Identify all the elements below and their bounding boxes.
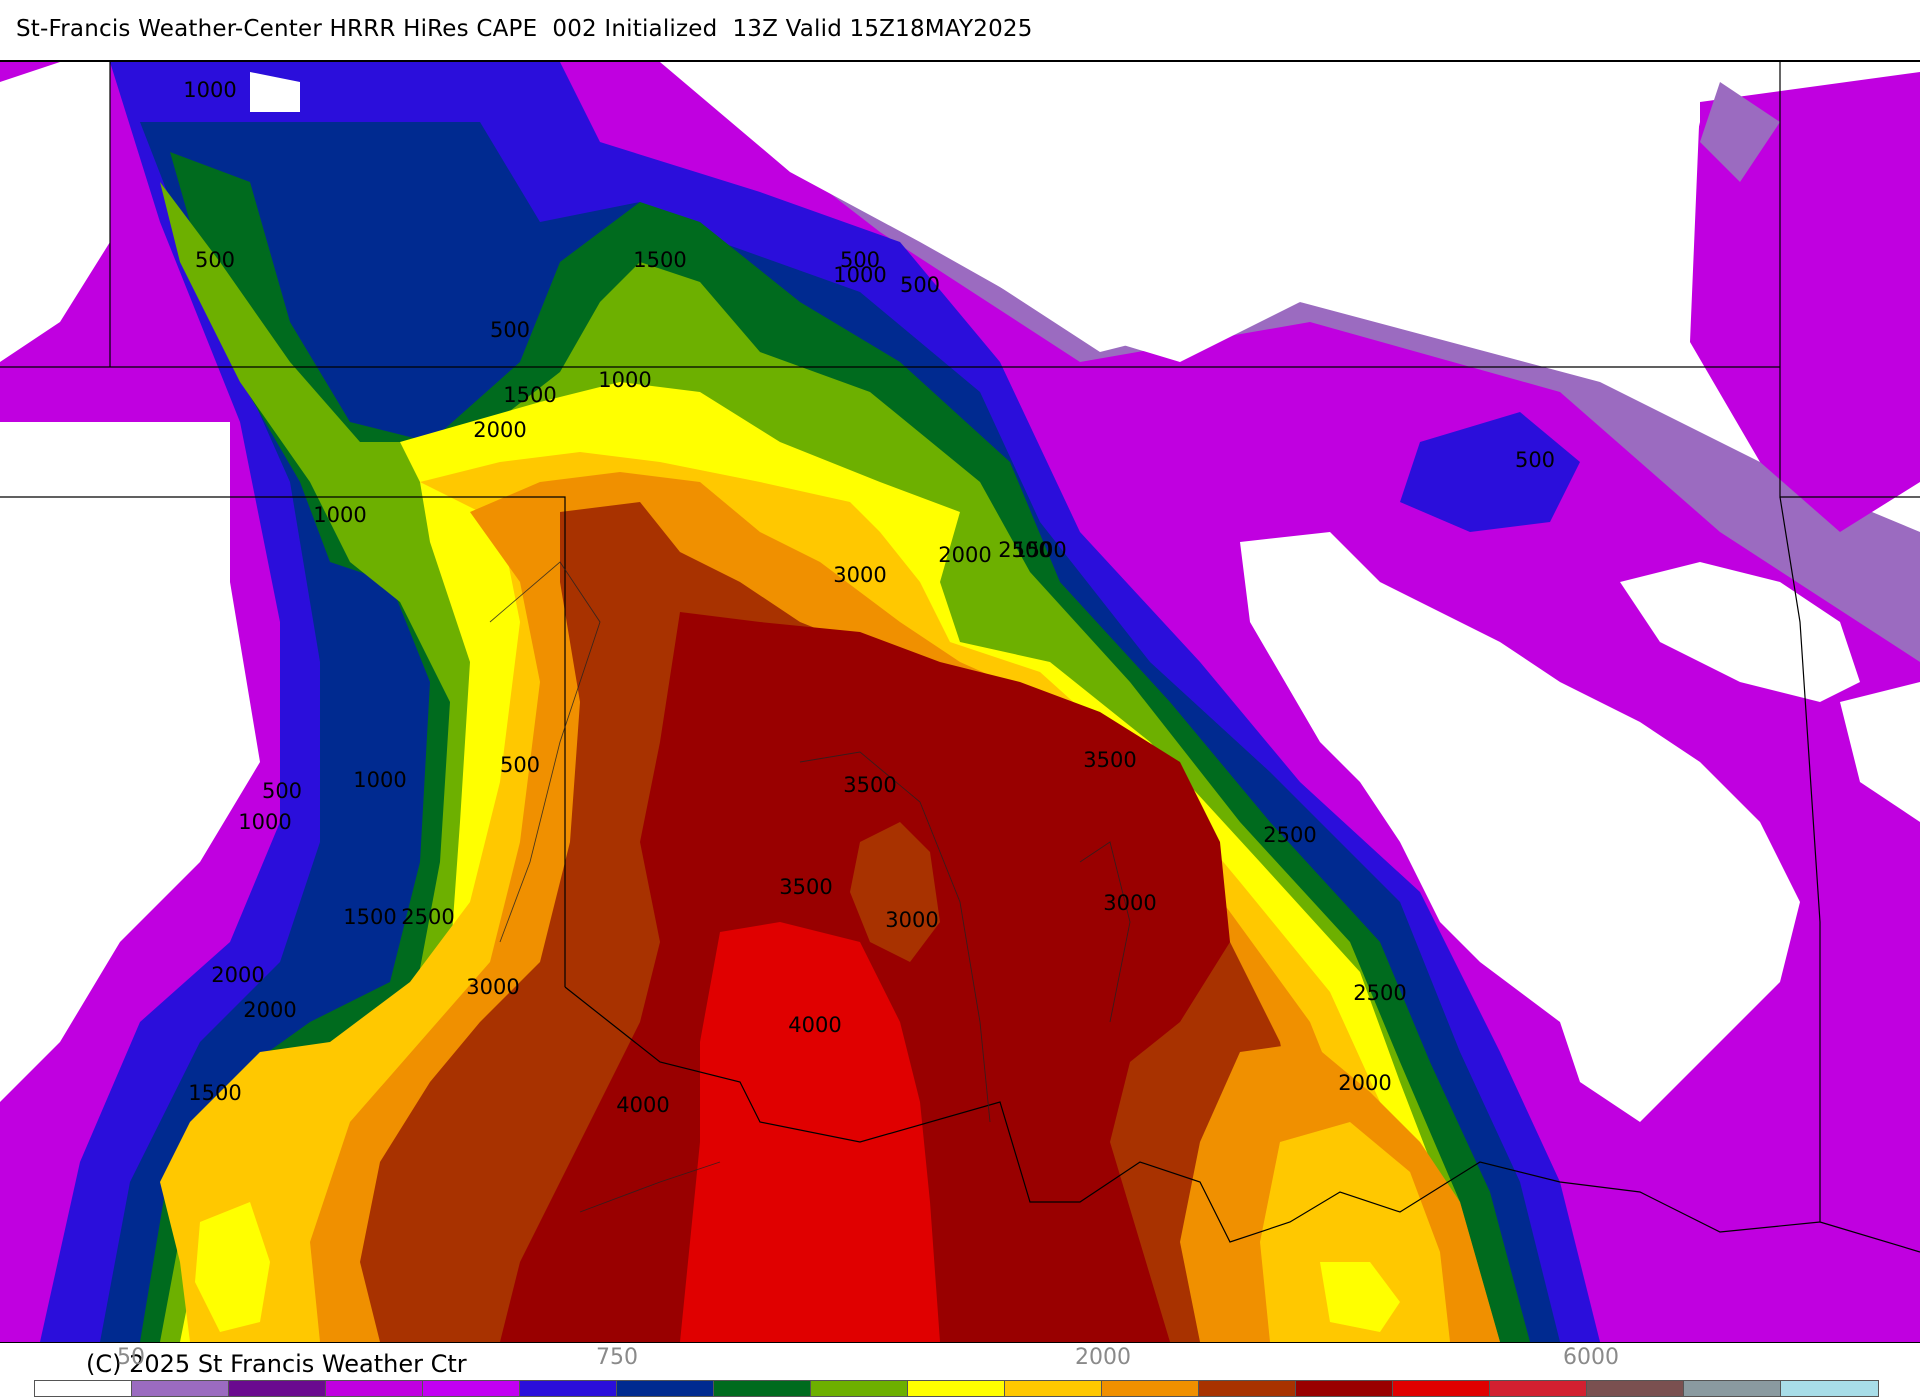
contour-label: 3000	[833, 563, 886, 587]
colorbar-swatch	[908, 1381, 1005, 1396]
colorbar-swatch	[617, 1381, 714, 1396]
contour-label: 1000	[313, 503, 366, 527]
contour-label: 3500	[843, 773, 896, 797]
cape-band-2000-sw	[195, 1202, 270, 1332]
contour-label: 1500	[1013, 538, 1066, 562]
cape-hole-north	[250, 72, 300, 112]
colorbar-swatch	[1005, 1381, 1102, 1396]
contour-label: 500	[500, 753, 540, 777]
contour-label: 1500	[343, 905, 396, 929]
contour-label: 500	[195, 248, 235, 272]
contour-label: 500	[840, 248, 880, 272]
contour-label: 1500	[503, 383, 556, 407]
map-footer: (C) 2025 St Francis Weather Ctr 50 750 2…	[0, 1340, 1920, 1400]
colorbar-tick-label: 50	[117, 1345, 145, 1370]
contour-label: 1000	[598, 368, 651, 392]
map-title: St-Francis Weather-Center HRRR HiRes CAP…	[16, 16, 1033, 42]
colorbar-swatch	[1587, 1381, 1684, 1396]
contour-label: 2000	[1338, 1071, 1391, 1095]
cape-band-1000-east	[1400, 412, 1580, 532]
contour-label: 2000	[211, 963, 264, 987]
cape-band-2000-se	[1320, 1262, 1400, 1332]
cape-band-500-east	[1690, 72, 1920, 532]
cape-band-100-east	[1700, 82, 1780, 182]
cape-hole-e-edge	[1840, 682, 1920, 822]
contour-label: 2000	[938, 543, 991, 567]
contour-label: 1000	[238, 810, 291, 834]
contour-label: 500	[490, 318, 530, 342]
contour-label: 4000	[788, 1013, 841, 1037]
colorbar-swatch	[1490, 1381, 1587, 1396]
colorbar-swatch	[1781, 1381, 1878, 1396]
contour-label: 1000	[833, 263, 886, 287]
contour-label: 500	[262, 779, 302, 803]
state-border-line	[0, 496, 566, 987]
contour-label: 1500	[188, 1081, 241, 1105]
colorbar-swatch	[811, 1381, 908, 1396]
colorbar-swatch	[1684, 1381, 1781, 1396]
state-border-line	[1779, 496, 1920, 1253]
colorbar-swatch	[1199, 1381, 1296, 1396]
colorbar-swatch	[714, 1381, 811, 1396]
colorbar-swatch	[423, 1381, 520, 1396]
colorbar-swatch	[326, 1381, 423, 1396]
contour-label: 2500	[401, 905, 454, 929]
cape-hole-nw	[0, 62, 110, 362]
copyright-text: (C) 2025 St Francis Weather Ctr	[86, 1350, 467, 1378]
cape-band-2250-se	[1260, 1122, 1450, 1342]
contour-label: 2500	[1263, 823, 1316, 847]
colorbar-swatch	[229, 1381, 326, 1396]
cape-map: 1000 500 500 1000 1500 500 500 1000 500 1500 2000 1…	[0, 60, 1920, 1343]
colorbar-tick-label: 6000	[1563, 1345, 1619, 1370]
contour-label: 3500	[779, 875, 832, 899]
cape-band-3000-inner	[850, 822, 940, 962]
contour-label: 1000	[183, 78, 236, 102]
colorbar-swatch	[520, 1381, 617, 1396]
colorbar-swatch	[1296, 1381, 1393, 1396]
colorbar-swatch	[35, 1381, 132, 1396]
contour-label: 500	[1515, 448, 1555, 472]
colorbar-swatch	[1393, 1381, 1490, 1396]
contour-label: 2500	[998, 538, 1051, 562]
contour-label: 2500	[1353, 981, 1406, 1005]
contour-label: 1500	[633, 248, 686, 272]
contour-label: 500	[900, 273, 940, 297]
colorbar-swatch	[132, 1381, 229, 1396]
contour-label: 1000	[353, 768, 406, 792]
contour-label: 3000	[885, 908, 938, 932]
contour-label: 3000	[466, 975, 519, 999]
colorbar-tick-label: 750	[596, 1345, 638, 1370]
state-border-line	[564, 986, 1821, 1243]
cape-hole-west	[0, 422, 260, 1102]
cape-hole-ne	[660, 62, 1700, 362]
colorbar-swatch	[1102, 1381, 1199, 1396]
contour-label: 2000	[473, 418, 526, 442]
cape-hole-east	[1240, 532, 1800, 1122]
contour-label: 3500	[1083, 748, 1136, 772]
contour-label: 3000	[1103, 891, 1156, 915]
contour-label: 2000	[243, 998, 296, 1022]
cape-hole-east2	[1620, 562, 1860, 702]
contour-label: 4000	[616, 1093, 669, 1117]
colorbar	[34, 1380, 1879, 1397]
colorbar-tick-label: 2000	[1075, 1345, 1131, 1370]
